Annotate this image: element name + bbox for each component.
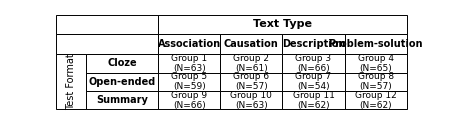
Text: Group 8
(N=57): Group 8 (N=57) bbox=[357, 72, 393, 92]
Text: Group 7
(N=54): Group 7 (N=54) bbox=[295, 72, 331, 92]
Text: Group 12
(N=62): Group 12 (N=62) bbox=[354, 91, 396, 110]
Bar bbox=[158, 54, 220, 73]
Text: Group 10
(N=63): Group 10 (N=63) bbox=[230, 91, 272, 110]
Bar bbox=[56, 15, 158, 34]
Text: Test Format: Test Format bbox=[66, 53, 76, 110]
Bar bbox=[158, 73, 220, 91]
Bar bbox=[220, 34, 282, 54]
Bar bbox=[282, 91, 344, 109]
Bar bbox=[220, 91, 282, 109]
Text: Text Type: Text Type bbox=[253, 19, 311, 29]
Text: Group 4
(N=65): Group 4 (N=65) bbox=[357, 54, 393, 73]
Text: Group 9
(N=66): Group 9 (N=66) bbox=[171, 91, 207, 110]
Bar bbox=[86, 54, 158, 73]
Bar bbox=[158, 91, 220, 109]
Bar bbox=[158, 15, 406, 34]
Bar bbox=[282, 73, 344, 91]
Text: Association: Association bbox=[157, 39, 220, 49]
Text: Group 1
(N=63): Group 1 (N=63) bbox=[171, 54, 207, 73]
Bar bbox=[86, 73, 158, 91]
Bar bbox=[56, 54, 86, 109]
Bar bbox=[220, 73, 282, 91]
Bar bbox=[344, 34, 406, 54]
Text: Problem-solution: Problem-solution bbox=[328, 39, 422, 49]
Text: Group 11
(N=62): Group 11 (N=62) bbox=[292, 91, 334, 110]
Bar bbox=[158, 34, 220, 54]
Bar bbox=[86, 91, 158, 109]
Text: Open-ended: Open-ended bbox=[88, 77, 156, 87]
Text: Group 3
(N=66): Group 3 (N=66) bbox=[295, 54, 331, 73]
Text: Group 6
(N=57): Group 6 (N=57) bbox=[233, 72, 269, 92]
Text: Causation: Causation bbox=[224, 39, 278, 49]
Bar bbox=[282, 54, 344, 73]
Bar bbox=[344, 91, 406, 109]
Bar bbox=[344, 73, 406, 91]
Bar bbox=[56, 34, 158, 54]
Text: Description: Description bbox=[281, 39, 345, 49]
Bar bbox=[282, 34, 344, 54]
Bar bbox=[344, 54, 406, 73]
Text: Cloze: Cloze bbox=[107, 58, 137, 68]
Bar bbox=[220, 54, 282, 73]
Text: Summary: Summary bbox=[96, 95, 148, 105]
Text: Group 5
(N=59): Group 5 (N=59) bbox=[171, 72, 207, 92]
Text: Group 2
(N=61): Group 2 (N=61) bbox=[233, 54, 269, 73]
